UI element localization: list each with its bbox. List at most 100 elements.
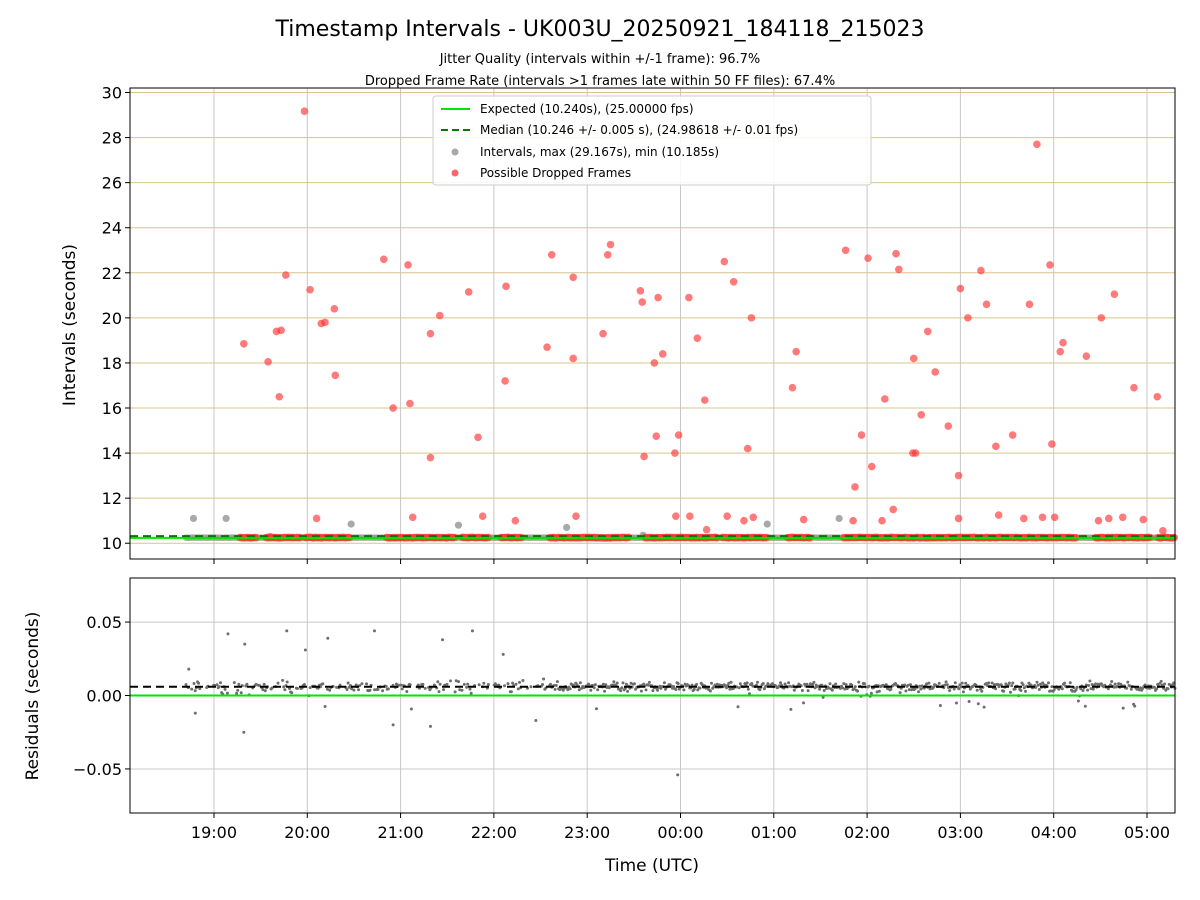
interval-point xyxy=(347,520,355,528)
residual-point xyxy=(737,686,741,690)
residual-point xyxy=(445,682,449,686)
residual-point xyxy=(674,688,678,691)
residual-point xyxy=(549,682,552,686)
residual-point xyxy=(421,682,425,686)
residual-point xyxy=(1047,681,1050,685)
residual-point xyxy=(1068,681,1072,685)
residual-point xyxy=(428,724,432,728)
residual-point xyxy=(225,691,229,695)
residual-point xyxy=(961,690,965,694)
residual-point xyxy=(1052,688,1056,692)
residual-point xyxy=(303,648,307,652)
residual-point xyxy=(647,680,651,684)
residual-point xyxy=(1113,682,1117,686)
dropped-frame-point xyxy=(569,354,577,363)
residual-point xyxy=(1002,689,1006,693)
residual-point xyxy=(884,683,888,687)
dropped-frame-point xyxy=(1046,261,1054,269)
residual-point xyxy=(822,689,826,692)
residual-point xyxy=(365,682,368,686)
residual-point xyxy=(1049,689,1053,693)
residual-point xyxy=(542,677,546,681)
residual-point xyxy=(1121,706,1125,710)
residual-point xyxy=(321,682,325,686)
legend-label: Expected (10.240s), (25.00000 fps) xyxy=(480,102,694,116)
residual-point xyxy=(288,687,291,690)
dropped-frame-point xyxy=(330,305,339,313)
residual-point xyxy=(696,688,700,692)
residual-point xyxy=(976,702,980,706)
residual-point xyxy=(409,707,413,711)
dropped-frame-point xyxy=(895,265,903,274)
residual-point xyxy=(1089,687,1093,691)
residual-point xyxy=(875,690,879,694)
residual-point xyxy=(957,687,961,691)
residual-point xyxy=(236,688,240,692)
residual-point xyxy=(792,688,796,692)
residual-point xyxy=(1019,689,1023,692)
legend-intervals-swatch xyxy=(451,148,459,156)
residual-point xyxy=(771,682,774,686)
residual-point xyxy=(555,680,559,684)
residual-point xyxy=(629,681,633,685)
dropped-frame-point xyxy=(406,399,414,408)
residual-point xyxy=(603,689,607,693)
residual-point xyxy=(442,688,446,692)
dropped-frame-point xyxy=(1008,431,1017,439)
legend-label: Intervals, max (29.167s), min (10.185s) xyxy=(480,145,719,159)
dropped-frame-point xyxy=(954,514,963,523)
dropped-frame-point xyxy=(1020,514,1028,523)
residual-point xyxy=(828,682,832,686)
residual-point xyxy=(1088,679,1092,683)
residual-point xyxy=(1013,687,1017,691)
residual-point xyxy=(738,682,742,686)
residual-point xyxy=(516,687,520,691)
residual-point xyxy=(335,685,339,689)
residual-point xyxy=(373,688,377,692)
residual-point xyxy=(953,681,957,685)
residual-point xyxy=(662,681,666,685)
dropped-frame-point xyxy=(478,512,487,520)
residual-point xyxy=(698,686,702,690)
residual-point xyxy=(1074,688,1078,692)
top-y-tick-label: 14 xyxy=(102,444,122,463)
residual-point xyxy=(1076,699,1080,703)
residual-point xyxy=(391,723,395,727)
residual-point xyxy=(239,691,243,695)
dropped-frame-point xyxy=(1153,392,1162,401)
x-tick-label: 22:00 xyxy=(471,823,517,842)
dropped-frame-point xyxy=(743,444,752,453)
residual-point xyxy=(612,680,616,684)
dropped-frame-point xyxy=(277,326,285,335)
residual-point xyxy=(1063,681,1067,685)
residual-point xyxy=(589,688,593,692)
residual-point xyxy=(910,688,914,692)
residual-point xyxy=(731,687,735,690)
residual-point xyxy=(477,683,481,687)
dropped-frame-point xyxy=(474,433,482,442)
residual-point xyxy=(906,683,910,687)
x-tick-label: 05:00 xyxy=(1124,823,1170,842)
residual-point xyxy=(745,681,749,685)
dropped-frame-point xyxy=(1025,300,1034,309)
residual-point xyxy=(692,687,696,691)
residual-point xyxy=(601,682,605,686)
residual-point xyxy=(399,683,403,687)
residual-point xyxy=(217,685,221,689)
residual-point xyxy=(1087,684,1091,687)
residual-point xyxy=(1086,688,1090,692)
residual-point xyxy=(270,686,274,690)
interval-point xyxy=(189,514,198,523)
residual-point xyxy=(534,718,538,722)
residual-point xyxy=(223,687,227,691)
residual-point xyxy=(604,683,608,687)
residual-point xyxy=(437,690,441,694)
dropped-frame-point xyxy=(977,266,985,275)
dropped-frame-point xyxy=(857,431,866,439)
dropped-frame-point xyxy=(636,287,645,295)
residual-point xyxy=(913,687,917,691)
dropped-frame-point xyxy=(408,513,417,522)
dropped-frame-point xyxy=(1139,515,1148,524)
dropped-frame-point xyxy=(841,246,850,255)
dropped-frame-point xyxy=(1130,383,1138,392)
